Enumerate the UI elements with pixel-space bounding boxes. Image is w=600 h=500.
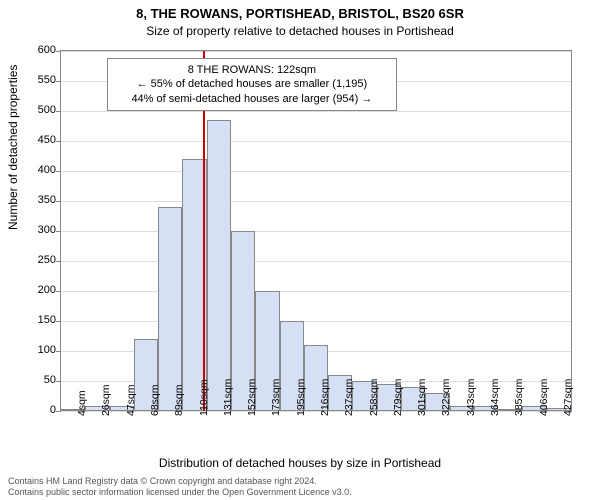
ytick-label: 400 [16,164,56,176]
ytick-label: 600 [16,44,56,56]
ytick-mark [56,141,61,142]
ytick-mark [56,51,61,52]
grid-line [61,111,571,112]
ytick-label: 300 [16,224,56,236]
ytick-label: 350 [16,194,56,206]
ytick-mark [56,201,61,202]
chart-title: 8, THE ROWANS, PORTISHEAD, BRISTOL, BS20… [0,6,600,21]
grid-line [61,261,571,262]
grid-line [61,141,571,142]
ytick-mark [56,381,61,382]
x-axis-label: Distribution of detached houses by size … [0,456,600,470]
footer-line2: Contains public sector information licen… [8,487,352,497]
ytick-label: 150 [16,314,56,326]
ytick-mark [56,81,61,82]
histogram-bar [158,207,182,411]
grid-line [61,231,571,232]
ytick-mark [56,411,61,412]
ytick-label: 50 [16,374,56,386]
ytick-mark [56,321,61,322]
ytick-label: 250 [16,254,56,266]
annotation-line1: 8 THE ROWANS: 122sqm [116,63,388,77]
ytick-mark [56,291,61,292]
annotation-line3: 44% of semi-detached houses are larger (… [116,92,388,106]
ytick-label: 450 [16,134,56,146]
footer-attribution: Contains HM Land Registry data © Crown c… [8,476,592,498]
ytick-mark [56,111,61,112]
grid-line [61,321,571,322]
ytick-label: 500 [16,104,56,116]
histogram-bar [207,120,231,411]
grid-line [61,201,571,202]
ytick-label: 200 [16,284,56,296]
ytick-label: 100 [16,344,56,356]
chart-plot-area: 8 THE ROWANS: 122sqm← 55% of detached ho… [60,50,572,412]
grid-line [61,171,571,172]
annotation-box: 8 THE ROWANS: 122sqm← 55% of detached ho… [107,58,397,111]
grid-line [61,291,571,292]
ytick-mark [56,261,61,262]
ytick-label: 0 [16,404,56,416]
grid-line [61,51,571,52]
ytick-mark [56,171,61,172]
annotation-line2: ← 55% of detached houses are smaller (1,… [116,77,388,91]
ytick-mark [56,231,61,232]
chart-subtitle: Size of property relative to detached ho… [0,24,600,38]
ytick-mark [56,351,61,352]
footer-line1: Contains HM Land Registry data © Crown c… [8,476,317,486]
ytick-label: 550 [16,74,56,86]
